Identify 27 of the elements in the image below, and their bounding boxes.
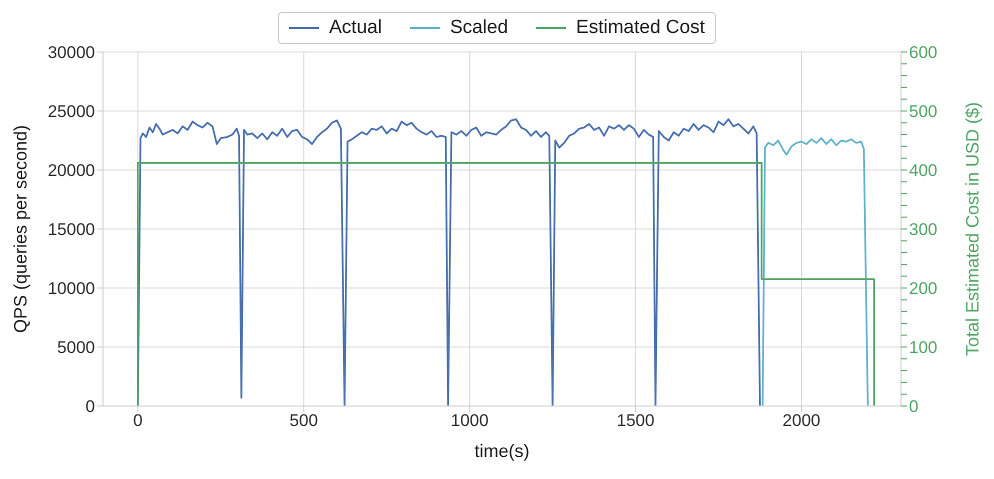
y-tick-label: 15000 [48,220,95,240]
y2-tick-label: 0 [909,397,918,416]
x-axis-title: time(s) [474,441,530,461]
line-series [762,137,869,406]
y-tick-label: 0 [86,397,95,416]
y-tick-label: 20000 [48,161,95,180]
line-series [136,118,761,406]
y2-tick-label: 600 [909,43,938,62]
x-tick-label: 2000 [782,411,820,430]
y-tick-label: 30000 [48,43,95,62]
y-tick-label: 25000 [48,102,95,122]
legend-label: Actual [328,17,382,39]
x-tick-label: 500 [290,411,318,430]
x-tick-label: 0 [133,411,143,430]
legend-label: Estimated Cost [575,17,705,39]
y-tick-label: 5000 [57,338,95,358]
y-axis-title: QPS (queries per second) [10,124,30,334]
y2-tick-label: 400 [909,161,938,180]
legend-label: Scaled [448,17,508,39]
y2-tick-label: 100 [909,338,938,358]
y2-axis-title: Total Estimated Cost in USD ($) [962,102,982,356]
y2-tick-label: 200 [909,279,938,298]
x-tick-label: 1000 [450,411,489,430]
y2-tick-label: 500 [909,102,938,122]
y2-tick-label: 300 [909,220,938,240]
y-tick-label: 10000 [48,279,95,298]
x-tick-label: 1500 [616,411,654,430]
